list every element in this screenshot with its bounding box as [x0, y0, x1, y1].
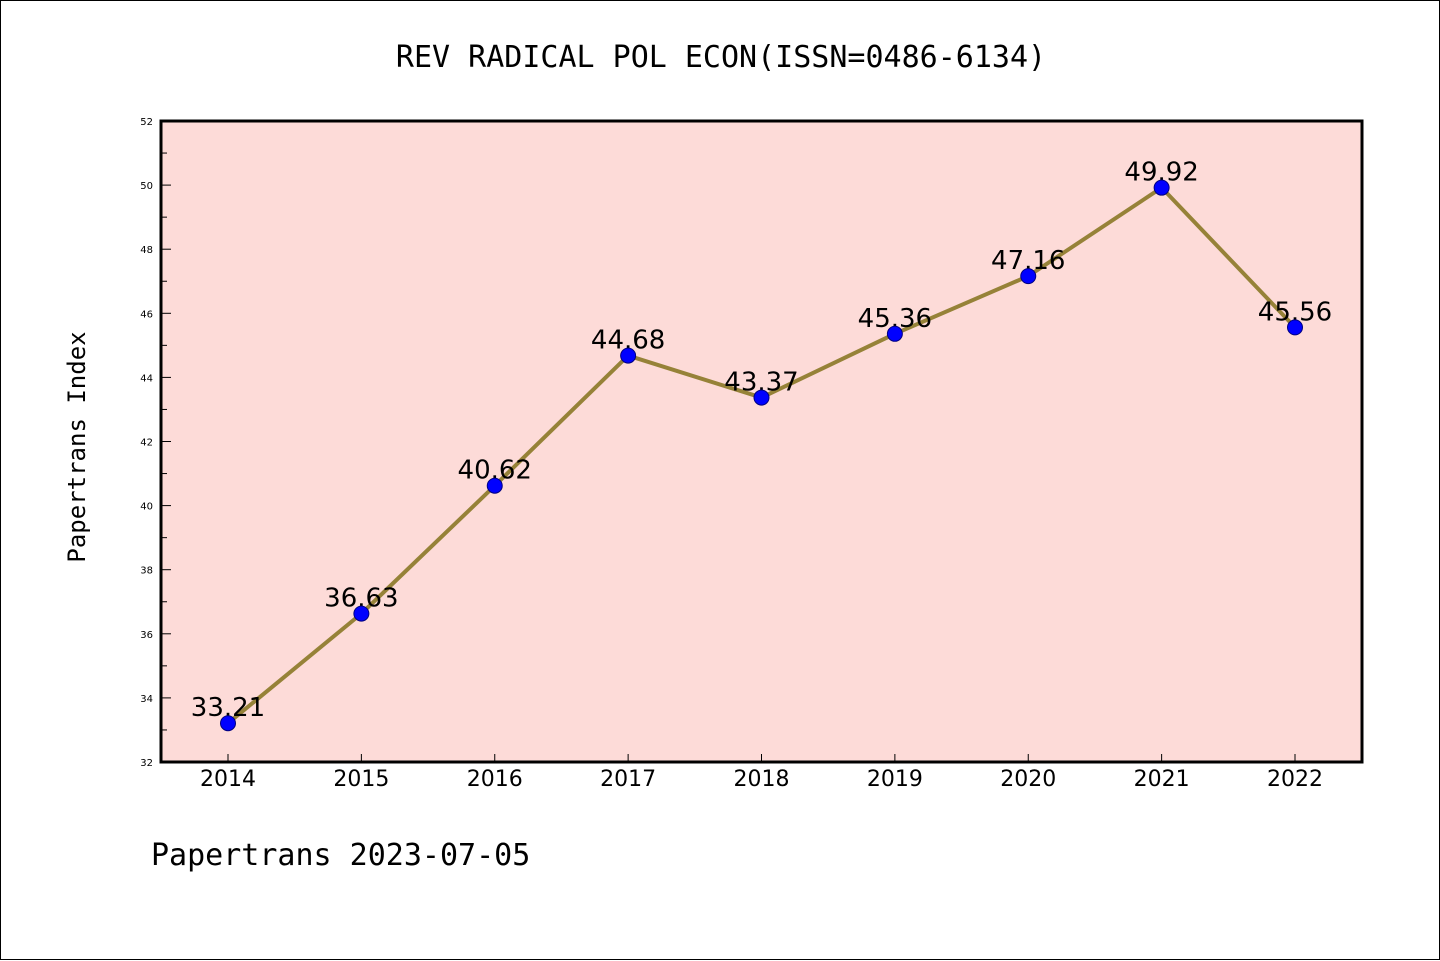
footer-text: Papertrans 2023-07-05 [151, 838, 530, 873]
x-tick-label: 2017 [600, 767, 656, 792]
x-tick-label: 2019 [867, 767, 923, 792]
x-tick-label: 2020 [1000, 767, 1056, 792]
x-tick-label: 2021 [1134, 767, 1190, 792]
y-tick-label: 52 [140, 117, 153, 128]
y-axis-ticks: 32 34 36 38 40 42 44 46 48 50 52 [140, 117, 171, 769]
y-tick-label: 32 [140, 758, 153, 769]
chart-title: REV RADICAL POL ECON(ISSN=0486-6134) [396, 40, 1046, 75]
data-point [1153, 179, 1170, 196]
x-tick-label: 2016 [467, 767, 523, 792]
y-tick-label: 42 [140, 438, 153, 449]
y-tick-label: 34 [140, 694, 153, 705]
x-tick-label: 2015 [333, 767, 389, 792]
y-tick-label: 40 [140, 502, 153, 513]
data-point [486, 477, 503, 494]
data-point [620, 347, 637, 364]
series-group: 33.2136.6340.6244.6843.3745.3647.1649.92… [191, 158, 1332, 732]
data-point [220, 715, 236, 732]
x-tick-label: 2018 [734, 767, 790, 792]
y-tick-label: 38 [140, 566, 153, 577]
y-tick-label: 48 [140, 245, 153, 256]
data-point [1287, 319, 1303, 336]
y-tick-label: 36 [140, 630, 153, 641]
data-point [886, 325, 903, 342]
y-tick-label: 44 [140, 373, 153, 384]
data-point [353, 605, 370, 622]
plot-area [161, 121, 1362, 762]
x-axis-ticks: 2014 2015 2016 2017 2018 2019 2020 2021 2022 [200, 754, 1323, 792]
y-tick-label: 46 [140, 309, 153, 320]
x-tick-label: 2014 [200, 767, 256, 792]
y-tick-label: 50 [140, 181, 153, 192]
data-point [753, 389, 770, 406]
x-tick-label: 2022 [1267, 767, 1323, 792]
y-axis-label: Papertrans Index [63, 331, 91, 562]
data-point [1020, 268, 1037, 285]
plot-border [159, 119, 1364, 764]
